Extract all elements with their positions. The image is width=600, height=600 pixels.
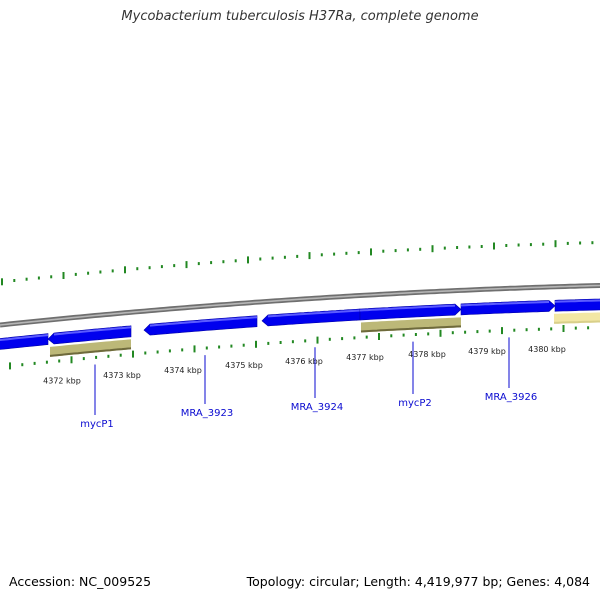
gene-box-pale-edge	[553, 320, 600, 324]
gene-labels: mycP1 MRA_3923 MRA_3924 mycP2 MRA_3926	[80, 337, 537, 430]
gene-label: mycP1	[80, 419, 114, 430]
kbp-label: 4380 kbp	[528, 345, 566, 354]
kbp-label: 4373 kbp	[103, 371, 141, 380]
outer-tick-ring	[1, 240, 594, 286]
cds-arrow	[47, 325, 132, 345]
kbp-label: 4376 kbp	[285, 357, 323, 366]
kbp-label: 4375 kbp	[225, 361, 263, 370]
accession-label: Accession: NC_009525	[9, 574, 152, 589]
cds-arrow-highlight	[359, 304, 456, 312]
cds-arrow-highlight	[460, 301, 550, 307]
kbp-label: 4379 kbp	[468, 347, 506, 356]
cds-arrow	[359, 303, 462, 321]
gene-box-mycP1-edge	[49, 347, 132, 357]
gene-box-mycP2-edge	[360, 325, 462, 333]
kbp-scale-labels: 4372 kbp 4373 kbp 4374 kbp 4375 kbp 4376 kbp…	[43, 345, 566, 386]
kbp-label: 4378 kbp	[408, 350, 446, 359]
kbp-label: 4377 kbp	[346, 353, 384, 362]
topology-label: Topology: circular; Length: 4,419,977 bp…	[246, 574, 590, 589]
feature-track	[0, 298, 600, 357]
kbp-label: 4372 kbp	[43, 377, 81, 386]
backbone-highlight	[0, 284, 600, 326]
cds-arrow-highlight	[267, 309, 361, 318]
cds-arrow	[261, 308, 361, 327]
cds-arrow-highlight	[554, 299, 600, 303]
cds-arrow	[0, 333, 49, 350]
kbp-label: 4374 kbp	[164, 366, 202, 375]
gene-label: mycP2	[398, 398, 432, 409]
gene-label: MRA_3924	[291, 402, 343, 413]
genome-backbone	[0, 283, 600, 328]
gene-box-mycP2	[361, 317, 461, 333]
gene-label: MRA_3923	[181, 408, 233, 419]
map-title: Mycobacterium tuberculosis H37Ra, comple…	[121, 9, 479, 24]
gene-box-mycP1	[50, 339, 131, 357]
inner-tick-ring	[9, 325, 590, 370]
cds-arrow	[143, 315, 258, 336]
cds-arrow-highlight	[0, 334, 49, 342]
cds-arrow-highlight	[53, 326, 132, 336]
gene-label: MRA_3926	[485, 392, 537, 403]
cds-arrow-highlight	[149, 316, 258, 327]
